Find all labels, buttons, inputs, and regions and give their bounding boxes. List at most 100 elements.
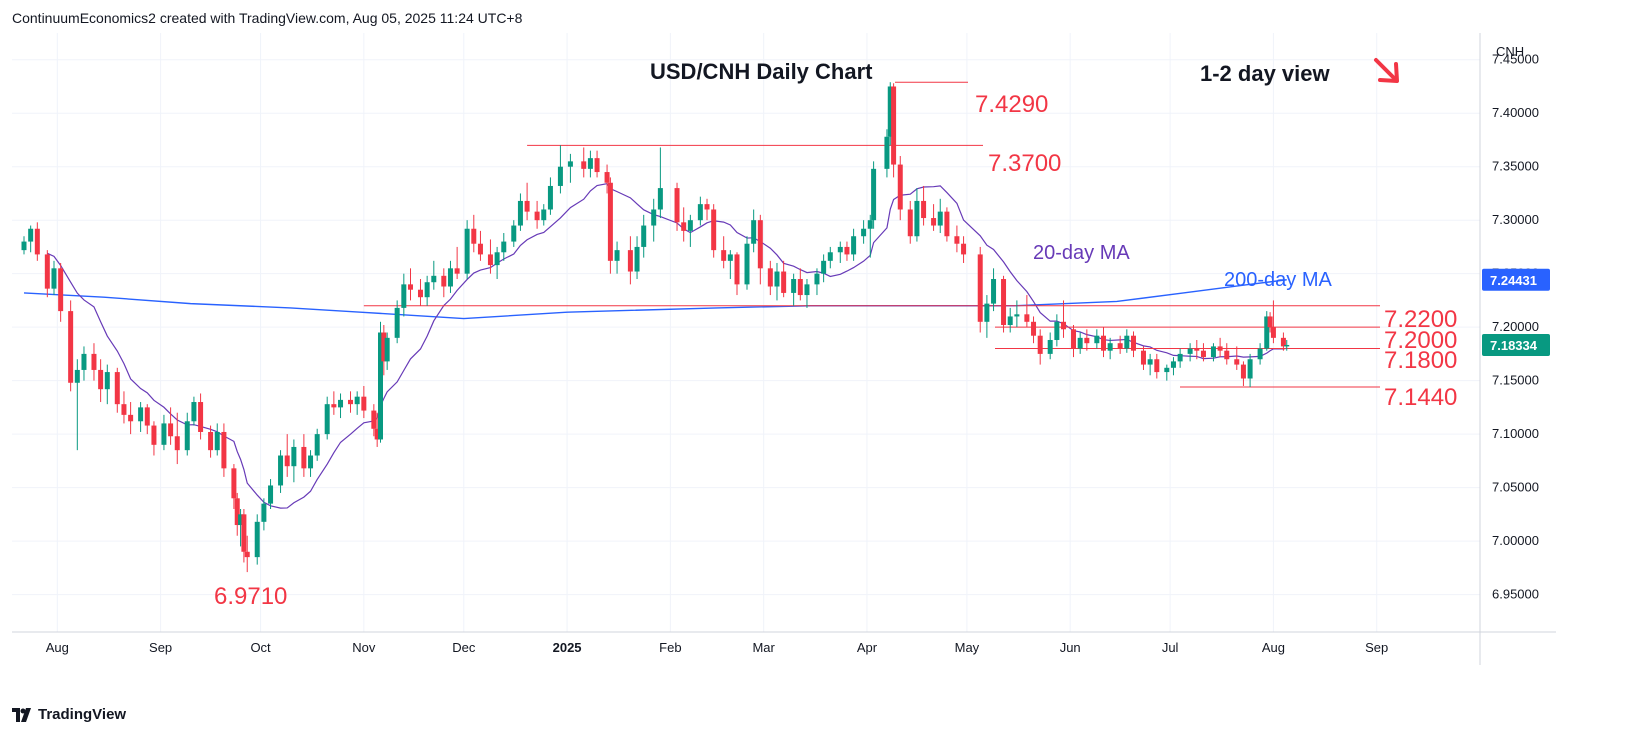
candle-body	[1117, 343, 1123, 349]
candle-body	[348, 399, 354, 405]
currency-label: CNH	[1496, 44, 1524, 59]
candle-body	[268, 485, 274, 504]
candle-body	[581, 161, 587, 169]
plot-background	[12, 33, 1548, 658]
down-right-arrow-icon	[1374, 58, 1399, 83]
candle-body	[837, 246, 843, 253]
candle-body	[1224, 350, 1230, 360]
candle-body	[861, 228, 867, 237]
candle-body	[1061, 321, 1067, 330]
candle-body	[161, 423, 167, 445]
candle-body	[1200, 350, 1206, 358]
x-tick-label: Mar	[752, 640, 775, 655]
candle-body	[471, 228, 477, 244]
candle-body	[384, 337, 390, 362]
x-tick-label: Feb	[659, 640, 681, 655]
candle-body	[1077, 337, 1083, 349]
y-tick-label: 6.95000	[1492, 587, 1539, 602]
x-tick-label: Apr	[857, 640, 878, 655]
candle-body	[774, 271, 780, 287]
candle-body	[284, 455, 290, 467]
x-tick-label: Aug	[1262, 640, 1285, 655]
level-label-7-4290: 7.4290	[975, 91, 1048, 118]
candle-body	[804, 284, 810, 296]
ma20-line	[47, 183, 1287, 509]
ma20-label: 20-day MA	[1033, 242, 1130, 264]
candle-body	[407, 284, 413, 290]
candle-body	[98, 369, 104, 390]
y-tick-label: 7.05000	[1492, 480, 1539, 495]
y-tick-label: 7.45000	[1492, 52, 1539, 67]
candle-body	[128, 414, 134, 422]
candle-body	[937, 211, 943, 226]
candle-body	[791, 279, 797, 293]
candle-body	[1094, 335, 1100, 344]
candle-body	[871, 168, 877, 221]
candle-body	[1107, 343, 1113, 351]
candle-body	[511, 225, 517, 242]
price-tag-label: 7.18334	[1490, 338, 1538, 353]
candle-body	[914, 200, 920, 237]
candle-body	[1140, 350, 1146, 365]
candle-body	[291, 446, 297, 467]
candle-body	[1147, 359, 1153, 365]
candle-body	[144, 407, 150, 426]
candles	[21, 82, 1290, 573]
candle-body	[704, 204, 710, 210]
grid	[12, 33, 1480, 632]
candle-body	[534, 211, 540, 221]
candle-body	[767, 268, 773, 287]
candle-body	[221, 431, 227, 469]
candle-body	[1170, 361, 1176, 368]
candle-body	[464, 228, 470, 274]
candle-body	[447, 268, 453, 287]
candle-body	[198, 402, 204, 432]
candle-body	[1217, 346, 1223, 351]
candle-body	[354, 396, 360, 405]
candle-body	[417, 289, 423, 298]
candle-body	[627, 250, 633, 272]
y-tick-label: 7.10000	[1492, 426, 1539, 441]
x-tick-label: Dec	[452, 640, 476, 655]
candle-body	[721, 250, 727, 261]
candle-body	[697, 204, 703, 221]
candle-body	[1210, 346, 1216, 358]
candle-body	[751, 220, 757, 244]
level-label-6-9710: 6.9710	[214, 583, 287, 610]
candle-body	[431, 275, 437, 283]
tradingview-logo-icon	[12, 707, 31, 722]
chart-title: USD/CNH Daily Chart	[650, 59, 873, 84]
candle-body	[517, 200, 523, 226]
x-tick-label: 2025	[553, 640, 582, 655]
candle-body	[314, 434, 320, 456]
candle-body	[278, 455, 284, 486]
candle-body	[501, 241, 507, 253]
candle-body	[301, 446, 307, 469]
candle-body	[174, 436, 180, 451]
candle-body	[567, 161, 573, 167]
candle-body	[734, 254, 740, 285]
candle-body	[494, 252, 500, 266]
candle-body	[1047, 339, 1053, 354]
candle-body	[1267, 316, 1273, 328]
candle-body	[1100, 335, 1106, 351]
candle-body	[687, 220, 693, 231]
candle-body	[984, 303, 990, 322]
candle-body	[1024, 314, 1030, 322]
candle-body	[977, 254, 983, 322]
x-tick-label: Sep	[1365, 640, 1388, 655]
candle-body	[191, 402, 197, 422]
candle-body	[634, 246, 640, 272]
candle-body	[1124, 335, 1130, 349]
candle-body	[781, 271, 787, 293]
candle-body	[114, 372, 120, 405]
candle-body	[374, 428, 380, 440]
level-label-7-1800: 7.1800	[1384, 347, 1457, 374]
candle-body	[254, 521, 260, 558]
candle-body	[214, 431, 220, 451]
candle-body	[744, 243, 750, 285]
candle-body	[44, 254, 50, 289]
candle-body	[954, 236, 960, 244]
candle-body	[651, 209, 657, 226]
